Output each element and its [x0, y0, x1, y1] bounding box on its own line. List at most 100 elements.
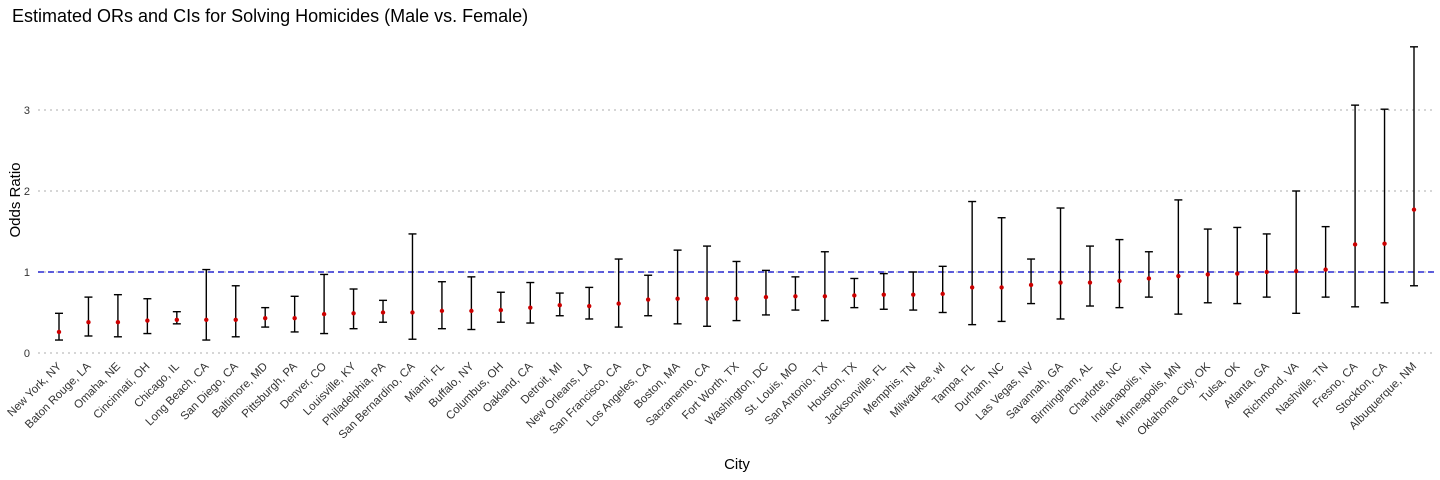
estimate-point: [439, 308, 445, 314]
estimate-point: [1117, 278, 1122, 284]
error-bar: [1056, 207, 1065, 320]
error-bar: [143, 298, 152, 335]
estimate-point: [233, 317, 238, 322]
estimate-point: [675, 296, 680, 301]
estimate-point: [940, 291, 945, 297]
estimate-point: [763, 294, 769, 300]
error-bar: [1144, 251, 1153, 298]
error-bar: [1174, 199, 1183, 315]
estimate-point: [587, 303, 592, 309]
error-bar: [879, 272, 888, 310]
estimate-point: [645, 297, 651, 302]
estimate-point: [528, 305, 533, 310]
error-bar: [791, 276, 800, 311]
error-bar: [968, 200, 977, 326]
error-bar: [1233, 226, 1242, 305]
estimate-point: [704, 296, 710, 301]
estimate-point: [1058, 280, 1063, 285]
estimate-point: [1382, 241, 1387, 246]
estimate-point: [852, 293, 857, 298]
error-bar: [1380, 108, 1389, 304]
error-bar: [703, 245, 712, 327]
error-bar: [113, 293, 122, 338]
y-tick-label: 3: [24, 105, 30, 117]
error-bar: [231, 285, 240, 338]
error-bar: [1321, 225, 1330, 298]
estimate-point: [1293, 268, 1299, 274]
estimate-point: [498, 307, 504, 313]
estimate-point: [1323, 267, 1328, 272]
estimate-point: [969, 285, 975, 290]
estimate-point: [204, 317, 209, 322]
estimate-point: [145, 318, 150, 323]
error-bar: [1292, 190, 1301, 315]
estimate-point: [262, 315, 268, 321]
estimate-point: [321, 311, 327, 317]
estimate-point: [616, 301, 621, 306]
error-bar: [55, 312, 63, 341]
estimate-point: [380, 310, 386, 315]
estimate-point: [1235, 271, 1240, 276]
estimate-point: [410, 310, 415, 315]
error-bar: [850, 277, 859, 309]
estimate-point: [911, 292, 916, 297]
x-axis-title: City: [724, 456, 750, 473]
estimate-point: [734, 296, 739, 301]
estimate-point: [557, 303, 562, 308]
estimate-point: [115, 320, 121, 325]
y-axis-title: Odds Ratio: [7, 162, 24, 237]
error-bar: [732, 260, 741, 322]
estimate-point: [1205, 272, 1211, 277]
error-bar: [820, 251, 829, 322]
error-bar: [585, 286, 594, 320]
error-bars: [55, 46, 1418, 341]
error-bar: [938, 265, 947, 314]
estimate-point: [351, 311, 356, 316]
estimate-point: [1146, 276, 1152, 281]
error-bar: [997, 217, 1006, 323]
error-bar: [1085, 245, 1094, 307]
estimate-point: [292, 315, 297, 321]
error-bar: [84, 296, 93, 337]
estimate-point: [881, 292, 886, 297]
estimate-point: [1352, 242, 1358, 247]
y-axis-ticks: 0 1 2 3: [24, 105, 30, 360]
error-bar: [496, 291, 505, 323]
estimate-point: [793, 294, 798, 299]
error-bar: [437, 281, 446, 330]
error-bar: [467, 276, 476, 331]
error-bar: [1410, 46, 1418, 287]
estimate-point: [999, 285, 1004, 290]
chart-title: Estimated ORs and CIs for Solving Homici…: [12, 6, 528, 26]
estimate-point: [174, 317, 180, 322]
error-bar: [202, 268, 211, 341]
error-bar: [526, 281, 535, 324]
y-tick-label: 2: [24, 186, 30, 198]
estimate-point: [56, 329, 62, 335]
estimate-points: [56, 207, 1417, 335]
estimate-point: [86, 320, 91, 325]
error-bar: [320, 273, 329, 335]
y-tick-label: 1: [24, 267, 30, 279]
error-bar: [1262, 233, 1271, 298]
estimate-point: [1087, 280, 1093, 285]
error-bar: [761, 269, 770, 316]
error-bar: [1027, 258, 1036, 305]
error-bar: [1203, 228, 1212, 304]
error-bar: [290, 295, 299, 333]
error-bar: [349, 288, 358, 330]
estimate-point: [1028, 282, 1034, 288]
estimate-point: [1411, 207, 1417, 212]
y-tick-label: 0: [24, 348, 30, 360]
error-bar: [408, 233, 417, 340]
error-bar: [644, 274, 653, 317]
error-bar: [614, 258, 623, 328]
estimate-point: [1264, 269, 1269, 275]
error-bar: [1115, 238, 1124, 309]
estimate-point: [1176, 273, 1181, 279]
error-bar: [909, 271, 918, 311]
estimate-point: [469, 308, 474, 314]
estimate-point: [822, 294, 828, 299]
